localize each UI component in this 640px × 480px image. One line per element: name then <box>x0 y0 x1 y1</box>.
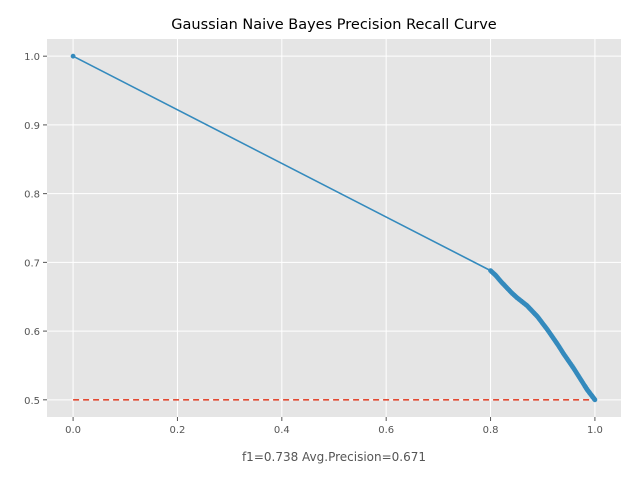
grid-lines <box>47 39 621 417</box>
chart-title: Gaussian Naive Bayes Precision Recall Cu… <box>171 17 497 33</box>
series-layer <box>70 53 598 403</box>
x-axis-label: f1=0.738 Avg.Precision=0.671 <box>242 450 426 464</box>
y-tick-label: 0.9 <box>24 121 40 132</box>
y-tick-label: 1.0 <box>24 52 40 63</box>
y-tick-label: 0.6 <box>24 327 40 338</box>
axis-ticks: 0.0 0.2 0.4 0.6 0.8 1.0 0.5 0.6 0.7 0.8 0.9 1.0 <box>24 52 603 436</box>
curve-marker <box>70 53 76 59</box>
y-tick-label: 0.5 <box>24 396 40 407</box>
plot-area <box>47 39 621 417</box>
y-tick-label: 0.7 <box>24 258 40 269</box>
x-tick-label: 1.0 <box>587 425 603 436</box>
curve-marker <box>592 397 598 403</box>
x-tick-label: 0.8 <box>483 425 499 436</box>
x-tick-label: 0.4 <box>274 425 290 436</box>
y-tick-label: 0.8 <box>24 190 40 201</box>
x-tick-label: 0.0 <box>65 425 81 436</box>
x-tick-label: 0.2 <box>170 425 186 436</box>
x-tick-label: 0.6 <box>378 425 394 436</box>
